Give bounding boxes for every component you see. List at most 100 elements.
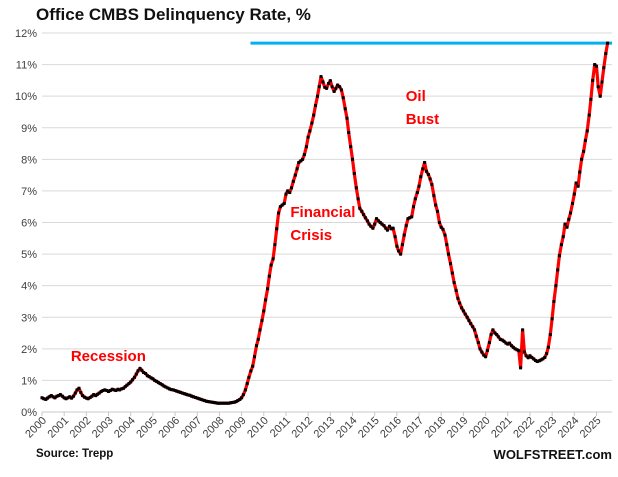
data-point-marker (389, 227, 393, 231)
data-point-marker (417, 184, 421, 188)
data-point-marker (304, 145, 308, 149)
data-point-marker (208, 400, 212, 404)
data-point-marker (571, 202, 574, 205)
data-point-marker (216, 401, 220, 405)
data-point-marker (458, 301, 462, 305)
data-point-marker (310, 121, 314, 125)
data-point-marker (116, 387, 120, 391)
data-point-marker (144, 372, 148, 375)
data-point-marker (521, 328, 525, 332)
data-point-marker (114, 389, 118, 392)
x-axis-tick-label: 2012 (289, 415, 315, 441)
x-axis-tick-label: 2006 (156, 415, 182, 441)
y-axis-tick-label: 7% (21, 186, 37, 198)
data-point-marker (269, 263, 273, 267)
data-point-marker (321, 80, 325, 84)
data-point-marker (513, 347, 517, 351)
data-point-marker (119, 387, 123, 391)
data-point-marker (88, 396, 92, 399)
data-point-marker (528, 354, 532, 358)
data-point-marker (101, 389, 105, 392)
x-axis-tick-label: 2020 (467, 415, 493, 441)
data-point-marker (576, 184, 580, 188)
data-point-marker (280, 203, 284, 207)
data-point-marker (290, 186, 293, 190)
data-point-marker (504, 341, 508, 345)
data-point-marker (92, 393, 96, 397)
data-point-marker (469, 322, 473, 326)
data-point-marker (325, 86, 329, 90)
data-point-marker (225, 401, 229, 405)
data-point-marker (375, 217, 378, 221)
data-point-marker (535, 360, 539, 363)
data-point-marker (129, 380, 133, 384)
data-point-marker (162, 384, 166, 388)
data-point-marker (347, 131, 351, 134)
data-point-marker (210, 400, 214, 404)
data-point-marker (217, 401, 221, 405)
data-point-marker (62, 396, 66, 400)
data-point-marker (524, 354, 528, 358)
data-point-marker (534, 359, 537, 362)
data-point-marker (506, 342, 510, 346)
data-point-marker (247, 375, 251, 379)
data-point-marker (219, 401, 223, 405)
data-point-marker (316, 94, 319, 98)
data-point-marker (515, 348, 519, 352)
x-axis-tick-label: 2025 (578, 415, 604, 441)
data-point-marker (467, 318, 471, 322)
data-point-marker (541, 357, 545, 361)
data-point-marker (498, 337, 502, 341)
data-point-marker (236, 399, 240, 403)
data-point-marker (393, 235, 397, 239)
data-point-marker (449, 262, 452, 266)
data-point-marker (473, 328, 476, 332)
data-point-marker (127, 382, 131, 386)
data-point-marker (264, 298, 268, 302)
x-axis-tick-label: 2009 (223, 415, 249, 441)
data-point-marker (47, 395, 51, 399)
data-point-marker (465, 315, 469, 319)
x-axis-tick-label: 2010 (245, 415, 271, 441)
data-point-marker (184, 392, 188, 396)
source-note: Source: Trepp (36, 448, 114, 460)
data-point-marker (258, 328, 262, 332)
data-point-marker (95, 392, 99, 396)
data-point-marker (397, 249, 401, 253)
data-point-marker (262, 309, 266, 313)
data-point-marker (341, 96, 345, 100)
data-point-marker (434, 203, 438, 207)
data-point-marker (548, 333, 552, 337)
data-point-marker (543, 355, 547, 359)
data-point-marker (138, 366, 142, 370)
watermark-wolfstreet: WOLFSTREET.com (493, 447, 612, 462)
x-axis-tick-label: 2023 (533, 415, 559, 441)
data-point-marker (295, 167, 299, 171)
data-point-marker (402, 233, 406, 237)
data-point-marker (328, 79, 332, 83)
data-point-marker (155, 379, 159, 383)
data-point-marker (214, 401, 218, 405)
data-point-marker (606, 41, 610, 45)
data-point-marker (559, 243, 563, 247)
data-point-marker (243, 388, 247, 392)
data-point-marker (245, 382, 249, 386)
x-axis-tick-label: 2013 (312, 415, 338, 441)
data-point-marker (461, 309, 465, 313)
data-point-marker (79, 390, 83, 394)
data-point-marker (192, 395, 195, 399)
data-point-marker (332, 89, 336, 93)
data-point-marker (291, 179, 295, 183)
data-point-marker (585, 129, 589, 133)
data-point-marker (112, 388, 116, 392)
data-point-marker (273, 243, 277, 247)
data-point-marker (550, 317, 554, 321)
data-point-marker (456, 296, 460, 300)
data-point-marker (238, 397, 242, 401)
data-point-marker (58, 393, 62, 397)
data-point-marker (423, 161, 427, 164)
data-point-marker (255, 344, 258, 348)
data-point-marker (64, 397, 68, 401)
data-point-marker (118, 388, 122, 392)
